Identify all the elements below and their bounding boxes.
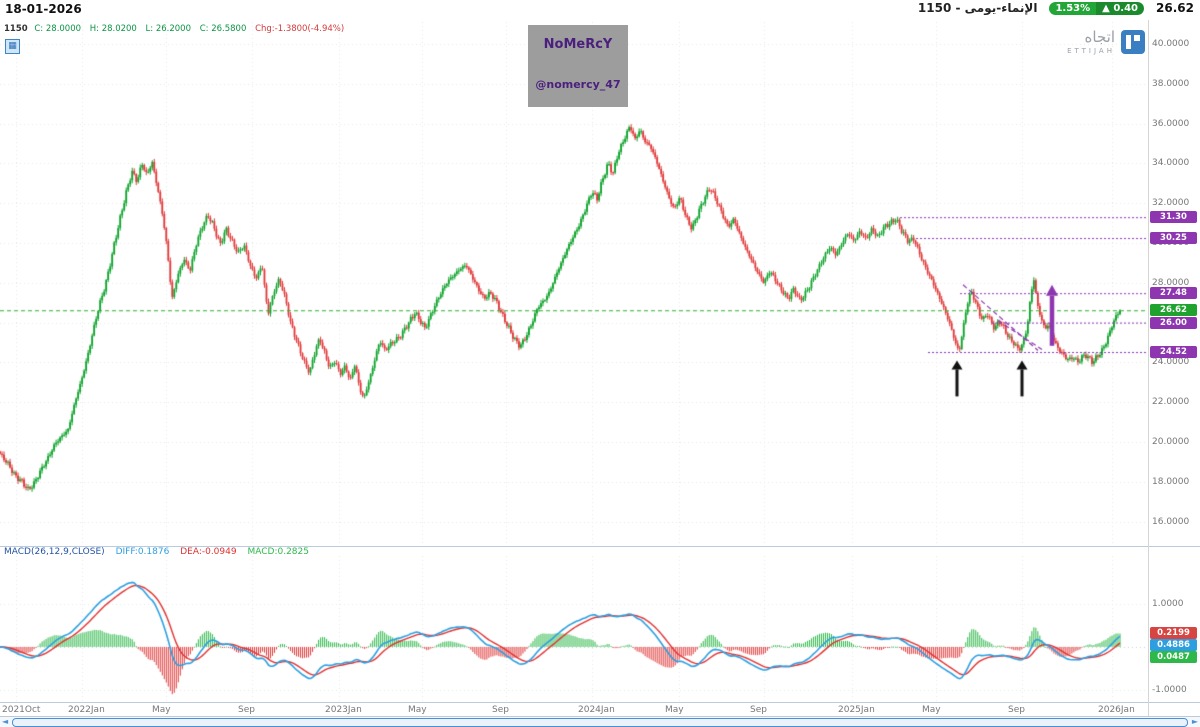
macd-dea-value: DEA:-0.0949 [180, 547, 237, 557]
macd-axis-label: 1.0000 [1152, 598, 1184, 609]
header-bar: 18-01-2026 الإنماء-يومى - 1150 1.53% ▲ 0… [0, 0, 1200, 20]
macd-value-badge: 0.4886 [1150, 639, 1197, 651]
pane-separator [0, 546, 1200, 547]
time-axis-separator [0, 702, 1200, 703]
scrollbar-thumb[interactable] [12, 718, 1188, 727]
macd-chart-canvas[interactable] [0, 556, 1148, 702]
ohlc-low: L: 26.2000 [145, 24, 191, 34]
macd-axis-label: -1.0000 [1152, 684, 1187, 695]
last-price: 26.62 [1156, 1, 1194, 15]
price-axis-label: 34.0000 [1152, 158, 1190, 169]
time-axis-label: Sep [750, 705, 767, 715]
ohlc-info-line: 1150 C: 28.0000 H: 28.0200 L: 26.2000 C:… [4, 24, 344, 34]
price-axis-label: 32.0000 [1152, 198, 1190, 209]
time-axis-label: 2023Jan [325, 705, 362, 715]
time-axis-label: May [152, 705, 171, 715]
price-axis-label: 22.0000 [1152, 397, 1190, 408]
price-axis-label: 40.0000 [1152, 39, 1190, 50]
time-axis-label: Sep [238, 705, 255, 715]
level-price-badge: 31.30 [1150, 211, 1197, 224]
time-axis-label: 2024Jan [578, 705, 615, 715]
chart-date: 18-01-2026 [5, 2, 82, 16]
time-axis-label: Sep [1008, 705, 1025, 715]
current-price-badge: 26.62 [1150, 304, 1197, 317]
scroll-left-icon[interactable]: ◄ [2, 717, 9, 726]
change-badge: 1.53% ▲ 0.40 [1049, 1, 1145, 15]
price-axis-label: 16.0000 [1152, 516, 1190, 527]
time-axis-label: May [665, 705, 684, 715]
ohlc-symbol: 1150 [4, 24, 28, 34]
symbol-title: الإنماء-يومى - 1150 [917, 1, 1038, 15]
ohlc-close: C: 26.5800 [199, 24, 247, 34]
time-axis-label: May [408, 705, 427, 715]
ohlc-high: H: 28.0200 [89, 24, 137, 34]
watermark-handle: @nomercy_47 [535, 78, 621, 91]
watermark-name: NoMeRcY [543, 37, 613, 52]
macd-value-badge: 0.2199 [1150, 627, 1197, 639]
change-percent: 1.53% [1049, 1, 1097, 15]
time-axis-label: Sep [492, 705, 509, 715]
ohlc-open: C: 28.0000 [34, 24, 82, 34]
macd-header-line: MACD(26,12,9,CLOSE) DIFF:0.1876 DEA:-0.0… [4, 547, 317, 557]
price-axis-line [1148, 20, 1149, 716]
indicator-icon[interactable]: ▦ [5, 39, 20, 54]
change-amount-value: 0.40 [1113, 2, 1139, 14]
up-arrow-icon: ▲ [1102, 2, 1110, 14]
ettijah-arabic-label: اتجاه [1084, 28, 1115, 46]
price-axis-label: 18.0000 [1152, 476, 1190, 487]
time-axis: 2021Oct 2022Jan May Sep 2023Jan May Sep 2024Jan… [0, 704, 1148, 716]
ettijah-logo-icon [1121, 30, 1145, 54]
price-axis-label: 38.0000 [1152, 78, 1190, 89]
time-axis-label: 2022Jan [68, 705, 105, 715]
watermark-box: NoMeRcY @nomercy_47 [528, 25, 628, 107]
time-axis-label: 2025Jan [838, 705, 875, 715]
level-price-badge: 24.52 [1150, 346, 1197, 359]
change-amount: ▲ 0.40 [1096, 1, 1145, 15]
macd-value-badge: 0.0487 [1150, 651, 1197, 663]
time-axis-label: May [922, 705, 941, 715]
level-price-badge: 26.00 [1150, 316, 1197, 329]
ohlc-change: Chg:-1.3800(-4.94%) [255, 24, 345, 34]
header-right-group: الإنماء-يومى - 1150 1.53% ▲ 0.40 26.62 [918, 1, 1194, 15]
ettijah-latin-label: ETTIJAH [1067, 47, 1115, 55]
macd-macd-value: MACD:0.2825 [247, 547, 309, 557]
macd-label: MACD(26,12,9,CLOSE) [4, 547, 105, 557]
price-axis-label: 36.0000 [1152, 118, 1190, 129]
macd-diff-value: DIFF:0.1876 [115, 547, 170, 557]
price-axis-label: 28.0000 [1152, 277, 1190, 288]
time-axis-label: 2026Jan [1098, 705, 1135, 715]
level-price-badge: 30.25 [1150, 232, 1197, 245]
scroll-right-icon[interactable]: ► [1191, 717, 1198, 726]
horizontal-scrollbar[interactable]: ◄ ► [0, 716, 1200, 727]
time-axis-label: 2021Oct [2, 705, 41, 715]
ettijah-logo: اتجاه ETTIJAH [1067, 30, 1145, 55]
price-axis-label: 24.0000 [1152, 357, 1190, 368]
price-axis-label: 20.0000 [1152, 436, 1190, 447]
ettijah-logo-text: اتجاه ETTIJAH [1067, 28, 1115, 56]
level-price-badge: 27.48 [1150, 287, 1197, 300]
price-chart-canvas[interactable] [0, 20, 1148, 547]
